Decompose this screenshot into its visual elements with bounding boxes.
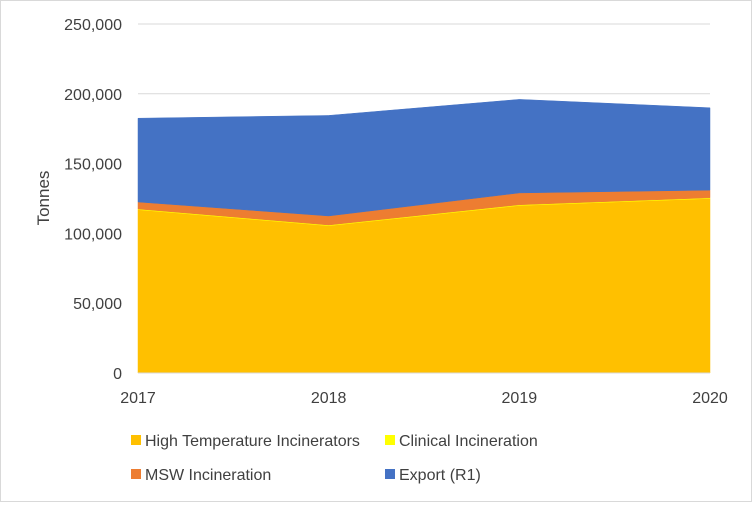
y-tick-label: 0 [113, 366, 122, 383]
legend-item: MSW Incineration [131, 467, 271, 484]
legend-label: Export (R1) [399, 467, 481, 484]
y-axis-title: Tonnes [34, 171, 53, 226]
y-tick-label: 100,000 [64, 226, 122, 243]
legend-label: High Temperature Incinerators [145, 433, 360, 450]
y-tick-label: 200,000 [64, 87, 122, 104]
y-tick-label: 250,000 [64, 17, 122, 34]
legend: High Temperature Incinerators Clinical In… [131, 433, 538, 484]
y-tick-label: 150,000 [64, 157, 122, 174]
x-axis: 2017 2018 2019 2020 [120, 372, 728, 407]
legend-item: Export (R1) [385, 467, 481, 484]
x-tick-label: 2018 [311, 390, 347, 407]
legend-swatch [385, 435, 395, 445]
legend-swatch [131, 435, 141, 445]
x-tick-label: 2019 [502, 390, 538, 407]
legend-label: Clinical Incineration [399, 433, 538, 450]
legend-label: MSW Incineration [145, 467, 271, 484]
legend-swatch [385, 469, 395, 479]
area-high-temperature-incinerators [137, 198, 711, 374]
legend-swatch [131, 469, 141, 479]
y-axis: 0 50,000 100,000 150,000 200,000 250,000 [64, 17, 122, 383]
legend-item: Clinical Incineration [385, 433, 538, 450]
area-export-r1 [137, 99, 711, 217]
x-tick-label: 2020 [692, 390, 728, 407]
x-tick-label: 2017 [120, 390, 156, 407]
legend-item: High Temperature Incinerators [131, 433, 360, 450]
area-series [137, 99, 711, 374]
y-tick-label: 50,000 [73, 296, 122, 313]
